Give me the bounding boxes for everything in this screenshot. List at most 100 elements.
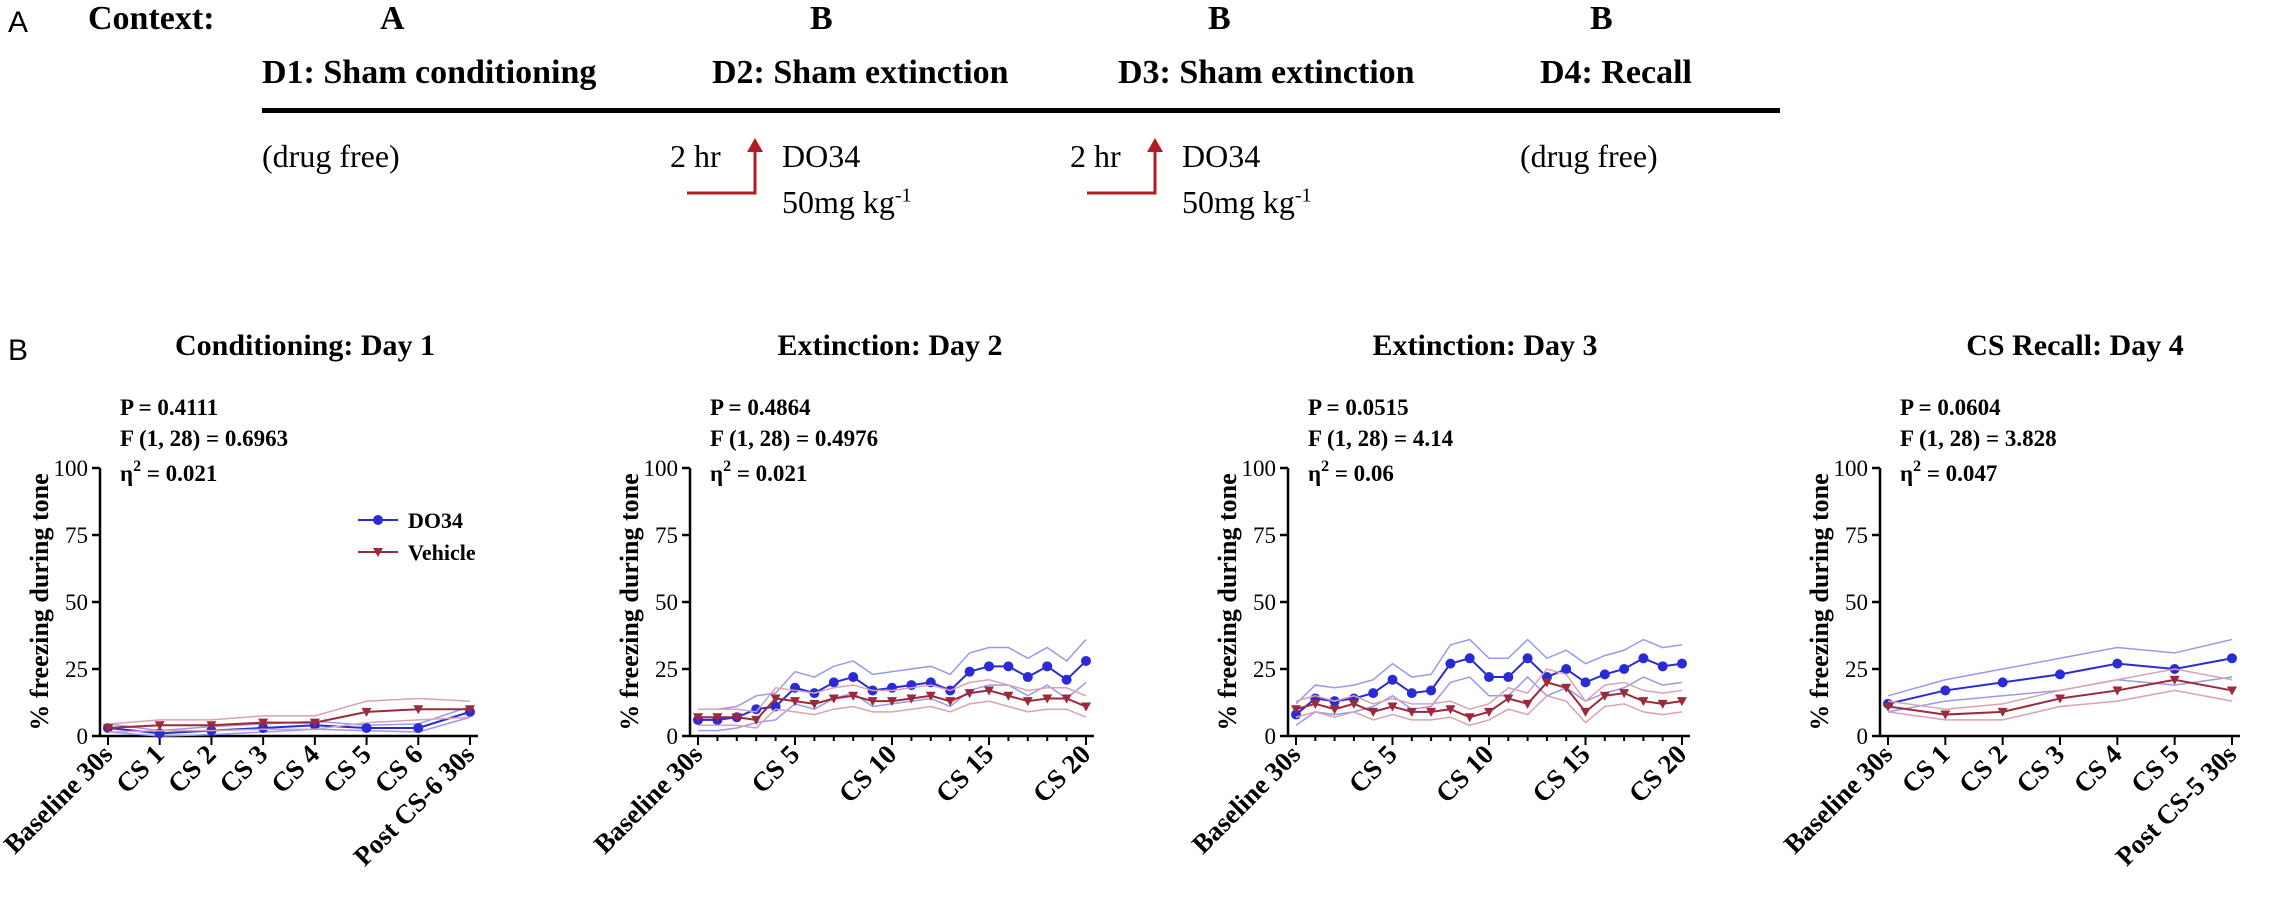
point-vehicle — [925, 691, 936, 701]
day4-drug-note: (drug free) — [1520, 138, 1658, 174]
x-tick-label: CS 5 — [1343, 739, 1403, 799]
y-axis-label: % freezing during tone — [615, 473, 644, 730]
y-tick-label: 100 — [54, 456, 89, 481]
point-do34 — [751, 704, 762, 715]
point-vehicle — [1638, 697, 1649, 707]
error-band-upper — [1887, 668, 2233, 710]
y-tick-label: 100 — [1834, 456, 1869, 481]
point-do34 — [2227, 653, 2237, 664]
day2-arrow-icon — [687, 138, 763, 195]
y-tick-label: 25 — [65, 657, 88, 682]
point-do34 — [1445, 658, 1456, 669]
error-band-lower — [1887, 689, 2233, 721]
x-tick-label: Baseline 30s — [1186, 739, 1306, 859]
panel-a-letter: A — [8, 6, 29, 39]
chart-title: Extinction: Day 3 — [1373, 329, 1598, 362]
point-vehicle — [1484, 707, 1494, 717]
series-line-vehicle — [107, 708, 470, 729]
point-do34 — [1426, 685, 1437, 696]
day1-drug-note: (drug free) — [262, 138, 400, 174]
point-vehicle — [1561, 683, 1572, 693]
point-do34 — [413, 722, 424, 733]
point-do34 — [1677, 658, 1687, 669]
point-do34 — [1042, 661, 1053, 672]
point-vehicle — [848, 691, 859, 701]
stat-f: F (1, 28) = 0.4976 — [710, 426, 878, 451]
point-do34 — [1997, 677, 2008, 688]
day3-arrow-icon — [1087, 138, 1163, 195]
point-vehicle — [693, 713, 703, 723]
stat-eta: η2 = 0.021 — [710, 458, 807, 486]
x-tick-label: CS 15 — [1526, 739, 1595, 808]
point-vehicle — [2112, 686, 2123, 696]
point-vehicle — [2227, 686, 2237, 696]
point-vehicle — [984, 686, 994, 696]
point-do34 — [1580, 677, 1591, 688]
x-tick-label: CS 10 — [1430, 739, 1499, 808]
point-vehicle — [828, 694, 839, 704]
context-d1: A — [380, 0, 405, 37]
point-do34 — [1522, 653, 1533, 664]
point-vehicle — [712, 713, 723, 723]
series-line-do34 — [107, 710, 471, 735]
x-tick-label: CS 15 — [930, 739, 999, 808]
point-vehicle — [887, 697, 897, 707]
point-do34 — [964, 666, 975, 677]
x-tick-label: CS 2 — [162, 739, 222, 799]
x-tick-label: CS 20 — [1027, 739, 1096, 808]
point-do34 — [1022, 672, 1033, 683]
context-d4: B — [1590, 0, 1613, 37]
x-tick-label: Baseline 30s — [1778, 739, 1898, 859]
y-tick-label: 50 — [1253, 590, 1276, 615]
point-do34 — [361, 722, 372, 733]
error-band-lower — [698, 700, 1087, 729]
point-vehicle — [1310, 699, 1321, 709]
point-vehicle — [1541, 678, 1552, 688]
point-vehicle — [1387, 702, 1398, 712]
point-vehicle — [413, 705, 424, 715]
point-vehicle — [1657, 699, 1668, 709]
point-do34 — [848, 672, 859, 683]
stat-p: P = 0.4111 — [120, 395, 218, 420]
context-d2: B — [810, 0, 833, 37]
point-do34 — [1368, 688, 1379, 699]
point-vehicle — [103, 723, 113, 733]
point-do34 — [1003, 661, 1014, 672]
error-band-upper — [107, 697, 471, 725]
point-vehicle — [1503, 694, 1514, 704]
stat-p: P = 0.0604 — [1900, 395, 2001, 420]
point-vehicle — [1619, 689, 1630, 699]
point-vehicle — [731, 713, 742, 723]
point-do34 — [2055, 669, 2065, 680]
day2-drug: DO34 — [782, 138, 861, 174]
point-vehicle — [1940, 710, 1951, 720]
point-do34 — [887, 682, 897, 693]
error-band-upper — [1887, 638, 2233, 697]
point-vehicle — [867, 697, 878, 707]
point-vehicle — [1445, 705, 1456, 715]
context-d3: B — [1208, 0, 1231, 37]
error-band-lower — [1295, 694, 1683, 727]
error-band-upper — [1295, 638, 1683, 705]
x-tick-label: CS 20 — [1623, 739, 1692, 808]
y-tick-label: 50 — [1845, 590, 1868, 615]
x-tick-label: CS 3 — [2010, 739, 2070, 799]
x-tick-label: Baseline 30s — [588, 739, 708, 859]
point-vehicle — [751, 715, 762, 725]
y-tick-label: 0 — [667, 724, 679, 749]
y-tick-label: 75 — [655, 523, 678, 548]
chart-3: Extinction: Day 3 P = 0.0515 F (1, 28) = 4… — [1186, 329, 1692, 859]
y-tick-label: 75 — [1253, 523, 1276, 548]
panel-b-letter: B — [8, 334, 29, 367]
legend-label: Vehicle — [408, 540, 476, 565]
point-vehicle — [1368, 707, 1379, 717]
chart-2: Extinction: Day 2 P = 0.4864 F (1, 28) = 0… — [588, 329, 1096, 859]
day3-label: D3: Sham extinction — [1118, 54, 1415, 91]
legend-label: DO34 — [408, 508, 463, 533]
point-vehicle — [964, 689, 975, 699]
y-tick-label: 0 — [1857, 724, 1869, 749]
x-tick-label: CS 5 — [317, 739, 377, 799]
error-band-upper — [1295, 668, 1683, 710]
stat-eta: η2 = 0.021 — [120, 458, 217, 486]
